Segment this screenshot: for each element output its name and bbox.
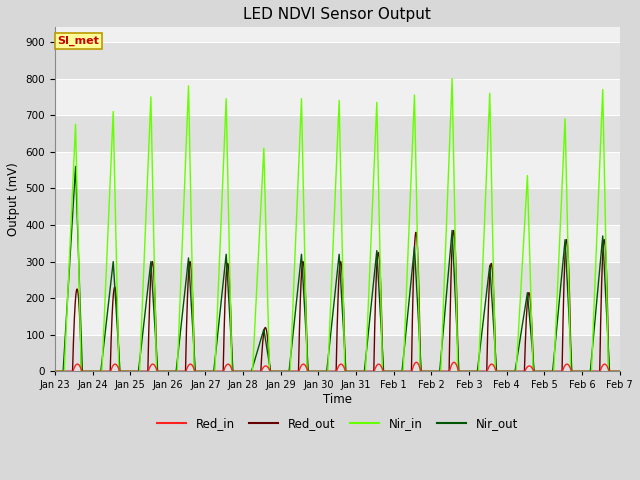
Title: LED NDVI Sensor Output: LED NDVI Sensor Output — [243, 7, 431, 22]
Y-axis label: Output (mV): Output (mV) — [7, 163, 20, 236]
Bar — [55, 42, 620, 79]
Bar — [55, 262, 620, 298]
Text: SI_met: SI_met — [58, 36, 100, 46]
Bar — [55, 335, 620, 372]
Bar — [55, 115, 620, 152]
Bar — [55, 188, 620, 225]
Legend: Red_in, Red_out, Nir_in, Nir_out: Red_in, Red_out, Nir_in, Nir_out — [152, 412, 523, 434]
X-axis label: Time: Time — [323, 393, 352, 406]
